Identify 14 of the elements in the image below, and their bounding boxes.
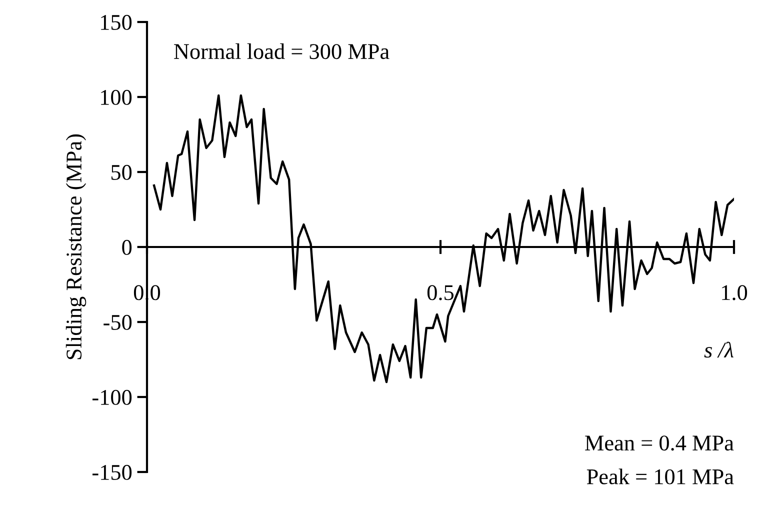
y-axis-title: Sliding Resistance (MPa)	[66, 134, 86, 360]
y-tick-label: -100	[92, 390, 132, 405]
y-tick-label: 0	[122, 240, 132, 255]
y-tick-label: 100	[101, 90, 132, 105]
annotation: Mean = 0.4 MPa	[585, 436, 734, 451]
x-tick-label: 0.5	[427, 285, 454, 300]
annotation: Normal load = 300 MPa	[174, 43, 390, 60]
x-axis-title: s /λ	[704, 342, 734, 358]
x-tick-label: 1.0	[722, 285, 748, 300]
y-tick-label: -150	[92, 464, 132, 480]
y-tick-label: 50	[111, 164, 132, 180]
y-tick-label: -50	[104, 314, 132, 330]
annotation: Peak = 101 MPa	[586, 468, 734, 484]
y-tick-label: 150	[101, 14, 132, 30]
